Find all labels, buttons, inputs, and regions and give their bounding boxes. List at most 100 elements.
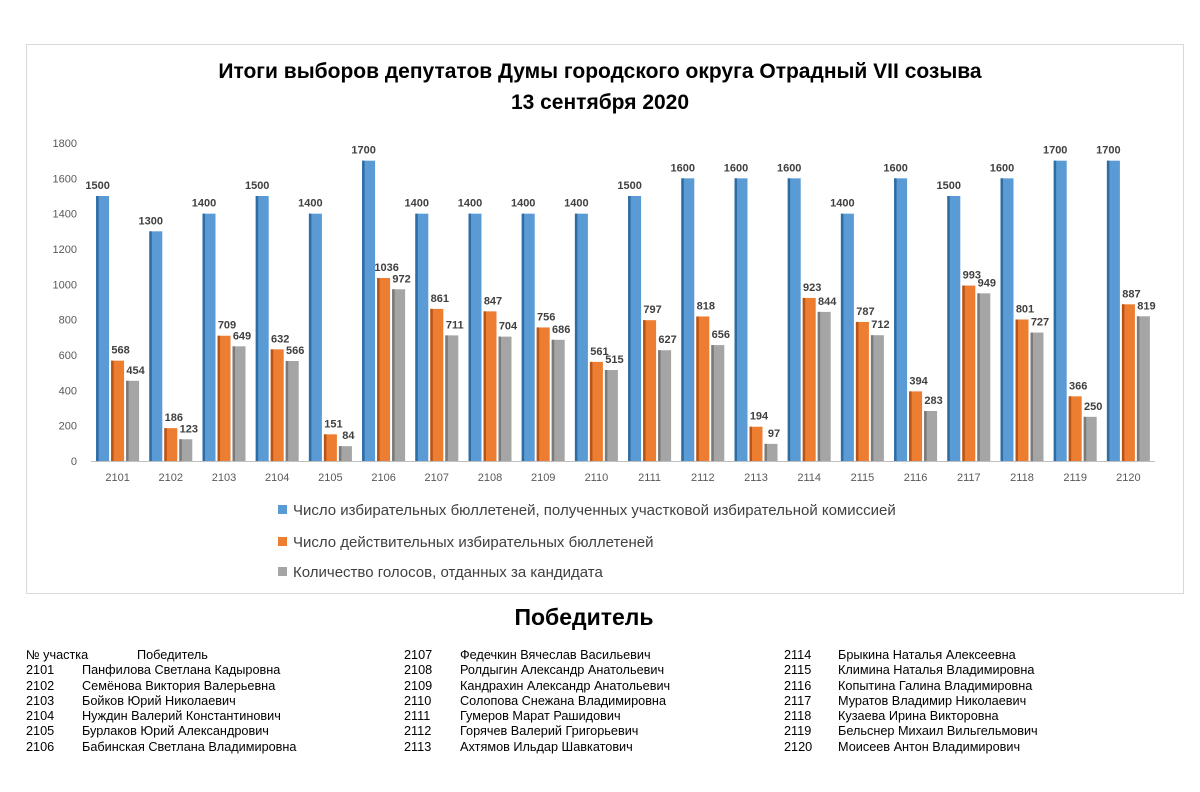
precinct-number: 2104	[26, 709, 55, 724]
precinct-number: 2120	[784, 739, 813, 754]
bar	[498, 336, 512, 461]
precinct-number: 2119	[784, 724, 812, 739]
data-label: 949	[978, 277, 996, 289]
bar-edge	[483, 311, 486, 461]
bar	[1000, 178, 1014, 462]
bar	[1068, 396, 1082, 461]
bar-edge	[1106, 160, 1110, 461]
bar-edge	[96, 196, 99, 461]
precinct-number: 2103	[26, 693, 55, 708]
winner-name: Ахтямов Ильдар Шавкатович	[460, 739, 633, 754]
bar-edge	[589, 361, 593, 461]
bar	[126, 380, 140, 461]
x-tick-label: 2103	[212, 472, 236, 484]
bar-edge	[338, 446, 342, 461]
precinct-number: 2101	[26, 663, 55, 678]
data-label: 656	[712, 329, 730, 341]
y-tick-label: 200	[59, 421, 77, 433]
legend-item-received: Число избирательных бюллетеней, полученн…	[278, 502, 896, 519]
precinct-number: 2118	[784, 709, 812, 724]
data-label: 819	[1137, 300, 1155, 312]
bar-edge	[1136, 316, 1140, 461]
data-label: 727	[1031, 317, 1049, 329]
x-tick-label: 2107	[425, 472, 449, 484]
precinct-number: 2112	[404, 724, 432, 739]
bar	[323, 434, 337, 461]
x-tick-label: 2114	[797, 472, 821, 484]
y-tick-label: 600	[59, 350, 77, 362]
bar	[149, 231, 163, 461]
data-label: 1500	[245, 180, 269, 192]
bar	[468, 213, 482, 461]
data-label: 1700	[351, 145, 375, 157]
bar	[255, 196, 269, 461]
winners-title: Победитель	[514, 604, 654, 630]
bar	[338, 446, 352, 461]
bar-edge	[217, 335, 220, 461]
winner-name: Гумеров Марат Рашидович	[460, 709, 621, 724]
bar	[1106, 160, 1120, 461]
bar	[362, 160, 376, 461]
data-label: 1400	[298, 198, 322, 210]
data-label: 561	[590, 346, 608, 358]
bar	[924, 411, 938, 461]
bar-edge	[270, 349, 274, 461]
data-label: 366	[1069, 380, 1087, 392]
bar	[377, 277, 391, 461]
bar	[1136, 316, 1150, 461]
x-tick-label: 2104	[265, 472, 289, 484]
bar	[521, 213, 535, 461]
bar-edge	[1068, 396, 1072, 461]
bar-edge	[551, 339, 555, 461]
data-label: 1400	[511, 198, 535, 210]
bar-edge	[149, 231, 152, 461]
data-label: 711	[446, 319, 464, 331]
y-tick-label: 1200	[53, 244, 77, 256]
bar-edge	[924, 411, 927, 461]
bar	[574, 213, 588, 461]
bar-edge	[255, 196, 259, 461]
precinct-number: 2106	[26, 739, 55, 754]
chart-title: Итоги выборов депутатов Думы городского …	[218, 60, 982, 83]
bar	[909, 391, 923, 461]
winner-name: Горячев Валерий Григорьевич	[460, 724, 639, 739]
precinct-number: 2114	[784, 648, 812, 662]
data-label: 686	[552, 324, 570, 336]
bar-edge	[628, 196, 631, 461]
data-label: 844	[818, 296, 837, 308]
bar-edge	[232, 346, 235, 461]
bar	[445, 335, 459, 461]
bar-edge	[468, 213, 471, 461]
x-tick-label: 2110	[585, 472, 609, 484]
precinct-number: 2102	[26, 678, 55, 693]
y-tick-label: 0	[71, 456, 77, 468]
bar-edge	[855, 321, 859, 461]
precinct-number: 2108	[404, 663, 433, 678]
bar	[628, 196, 642, 461]
data-label: 801	[1016, 303, 1034, 315]
winner-name: Бойков Юрий Николаевич	[82, 693, 236, 708]
data-label: 568	[111, 345, 129, 357]
bar-edge	[604, 370, 608, 461]
bar	[764, 443, 778, 461]
data-label: 151	[324, 418, 342, 430]
data-label: 1500	[617, 180, 641, 192]
legend-label: Число действительных избирательных бюлле…	[293, 534, 654, 551]
winner-name: Панфилова Светлана Кадыровна	[82, 663, 281, 678]
y-tick-label: 800	[59, 315, 77, 327]
data-label: 847	[484, 295, 502, 307]
y-tick-label: 400	[59, 385, 77, 397]
bar	[870, 335, 884, 461]
bar	[232, 346, 246, 461]
bar	[202, 213, 216, 461]
precinct-number: 2115	[784, 663, 812, 678]
winner-name: Семёнова Виктория Валерьевна	[82, 678, 276, 693]
bar	[643, 320, 657, 461]
winner-name: Бурлаков Юрий Александрович	[82, 724, 269, 739]
bar	[415, 213, 429, 461]
precinct-number: 2117	[784, 693, 812, 708]
bar	[734, 178, 748, 462]
x-tick-label: 2118	[1010, 472, 1034, 484]
bar-edge	[643, 320, 646, 461]
x-tick-label: 2111	[638, 472, 661, 484]
